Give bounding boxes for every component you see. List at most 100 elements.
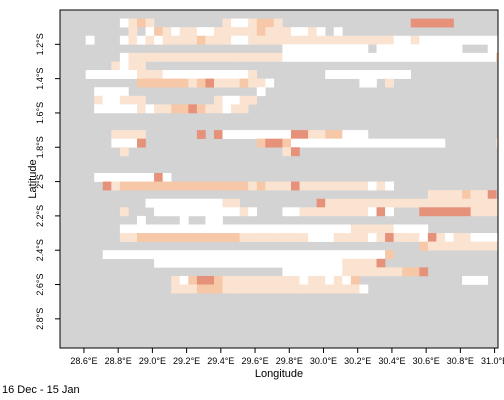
heatmap-cell: [393, 224, 403, 234]
heatmap-cell: [205, 250, 215, 260]
heatmap-cell: [119, 87, 129, 97]
heatmap-cell: [402, 198, 412, 208]
heatmap-cell: [196, 70, 206, 79]
heatmap-cell: [325, 181, 335, 191]
heatmap-cell: [188, 35, 198, 45]
y-tick-label: 1.2°S: [35, 33, 45, 55]
heatmap-cell: [290, 250, 300, 260]
heatmap-cell: [376, 35, 386, 45]
heatmap-cell: [308, 275, 317, 285]
heatmap-cell: [145, 27, 155, 37]
heatmap-cell: [282, 207, 292, 217]
heatmap-cell: [102, 87, 112, 97]
heatmap-cell: [333, 267, 343, 277]
heatmap-cell: [316, 27, 326, 37]
heatmap-cell: [393, 267, 403, 277]
heatmap-cell: [154, 258, 163, 268]
heatmap-cell: [239, 104, 249, 114]
heatmap-cell: [427, 190, 437, 200]
heatmap-cell: [239, 130, 249, 139]
heatmap-cell: [333, 250, 343, 260]
heatmap-cell: [179, 78, 189, 88]
heatmap-cell: [479, 190, 489, 200]
heatmap-cell: [342, 181, 352, 191]
heatmap-cell: [222, 284, 232, 294]
heatmap-cell: [256, 130, 266, 139]
heatmap-cell: [299, 284, 309, 294]
heatmap-cell: [350, 44, 360, 54]
heatmap-cell: [222, 207, 232, 217]
heatmap-cell: [213, 258, 223, 268]
heatmap-cell: [333, 224, 343, 234]
heatmap-cell: [325, 258, 335, 268]
heatmap-cell: [256, 35, 266, 45]
x-tick-label: 30.6°E: [413, 356, 440, 366]
heatmap-cell: [410, 198, 420, 208]
heatmap-cell: [111, 70, 121, 79]
heatmap-cell: [136, 52, 146, 62]
heatmap-cell: [367, 181, 377, 191]
heatmap-cell: [367, 258, 377, 268]
heatmap-cell: [162, 258, 172, 268]
heatmap-cell: [385, 207, 394, 217]
heatmap-cell: [299, 207, 309, 217]
heatmap-cell: [213, 198, 223, 208]
heatmap-cell: [419, 18, 429, 28]
heatmap-cell: [205, 275, 215, 285]
heatmap-cell: [299, 27, 309, 37]
heatmap-cell: [282, 138, 292, 148]
heatmap-cell: [231, 18, 240, 28]
heatmap-cell: [256, 78, 266, 88]
heatmap-cell: [308, 130, 317, 139]
heatmap-cell: [359, 207, 369, 217]
heatmap-cell: [350, 181, 360, 191]
heatmap-cell: [196, 284, 206, 294]
heatmap-cell: [282, 181, 292, 191]
heatmap-cell: [453, 198, 463, 208]
heatmap-cell: [136, 95, 146, 105]
heatmap-cell: [188, 250, 198, 260]
heatmap-cell: [436, 241, 446, 251]
heatmap-cell: [316, 52, 326, 62]
heatmap-cell: [342, 258, 352, 268]
heatmap-cell: [393, 70, 403, 79]
heatmap-cell: [308, 233, 317, 242]
heatmap-cell: [171, 78, 181, 88]
heatmap-cell: [205, 78, 215, 88]
heatmap-cell: [299, 258, 309, 268]
heatmap-cell: [385, 198, 394, 208]
heatmap-cell: [145, 104, 155, 114]
heatmap-cell: [239, 258, 249, 268]
heatmap-cell: [265, 27, 275, 37]
heatmap-cell: [325, 198, 335, 208]
heatmap-cell: [427, 18, 437, 28]
heatmap-cell: [359, 233, 369, 242]
heatmap-cell: [111, 104, 121, 114]
heatmap-cell: [256, 18, 266, 28]
heatmap-cell: [282, 284, 292, 294]
heatmap-cell: [359, 44, 369, 54]
heatmap-cell: [496, 35, 499, 45]
heatmap-cell: [367, 52, 377, 62]
heatmap-cell: [462, 198, 471, 208]
heatmap-cell: [239, 95, 249, 105]
heatmap-cell: [453, 233, 463, 242]
heatmap-cell: [359, 130, 369, 139]
heatmap-cell: [231, 130, 240, 139]
heatmap-cell: [145, 52, 155, 62]
heatmap-cell: [419, 44, 429, 54]
y-axis-title: Latitude: [27, 159, 39, 198]
heatmap-cell: [479, 207, 489, 217]
heatmap-cell: [222, 181, 232, 191]
heatmap-cell: [179, 275, 189, 285]
heatmap-cell: [462, 241, 471, 251]
heatmap-cell: [196, 207, 206, 217]
heatmap-cell: [376, 181, 386, 191]
heatmap-cell: [308, 250, 317, 260]
heatmap-cell: [179, 181, 189, 191]
heatmap-cell: [282, 130, 292, 139]
heatmap-cell: [333, 130, 343, 139]
heatmap-cell: [453, 207, 463, 217]
heatmap-cell: [342, 267, 352, 277]
heatmap-cell: [444, 190, 454, 200]
